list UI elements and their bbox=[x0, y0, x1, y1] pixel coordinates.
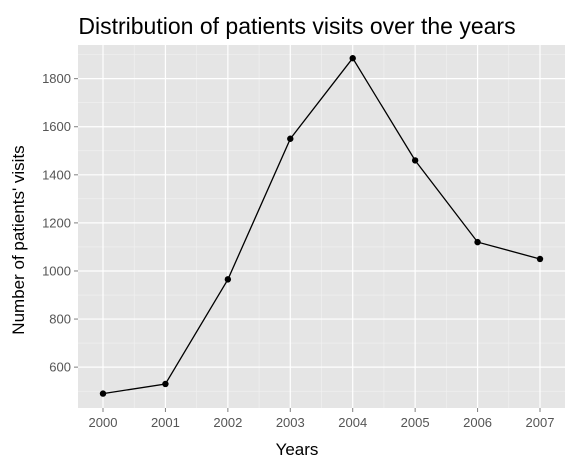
chart-title: Distribution of patients visits over the… bbox=[78, 13, 515, 39]
data-point bbox=[536, 255, 544, 263]
x-tick-labels: 2000 2001 2002 2003 2004 2005 2006 2007 bbox=[89, 415, 555, 430]
major-gridlines bbox=[78, 45, 565, 408]
data-point bbox=[287, 135, 294, 142]
x-tick-label: 2000 bbox=[89, 415, 118, 430]
series-line bbox=[102, 57, 541, 395]
y-tick-label: 1800 bbox=[42, 71, 71, 86]
x-tick-label: 2007 bbox=[526, 415, 555, 430]
y-tick-labels: 600 800 1000 1200 1400 1600 1800 bbox=[42, 71, 71, 374]
y-tick-label: 800 bbox=[49, 312, 71, 327]
x-tick-label: 2004 bbox=[338, 415, 367, 430]
x-tick-label: 2003 bbox=[276, 415, 305, 430]
minor-gridlines bbox=[78, 45, 565, 408]
data-point bbox=[474, 238, 481, 246]
y-tick-label: 1200 bbox=[42, 215, 71, 230]
y-tick-label: 1400 bbox=[42, 167, 71, 182]
x-axis-title: Years bbox=[276, 440, 319, 459]
data-points bbox=[99, 55, 544, 397]
y-tick-label: 1600 bbox=[42, 119, 71, 134]
data-point bbox=[411, 157, 419, 164]
y-tick-label: 600 bbox=[49, 360, 71, 375]
data-point bbox=[99, 390, 107, 397]
x-tick-label: 2002 bbox=[213, 415, 242, 430]
x-tick-label: 2005 bbox=[401, 415, 430, 430]
y-tick-label: 1000 bbox=[42, 263, 71, 278]
axis-ticks bbox=[74, 78, 541, 412]
data-point bbox=[162, 380, 169, 388]
x-tick-label: 2006 bbox=[463, 415, 492, 430]
data-point bbox=[224, 276, 232, 283]
y-axis-title: Number of patients' visits bbox=[9, 145, 28, 334]
x-tick-label: 2001 bbox=[151, 415, 180, 430]
data-point bbox=[349, 55, 356, 62]
